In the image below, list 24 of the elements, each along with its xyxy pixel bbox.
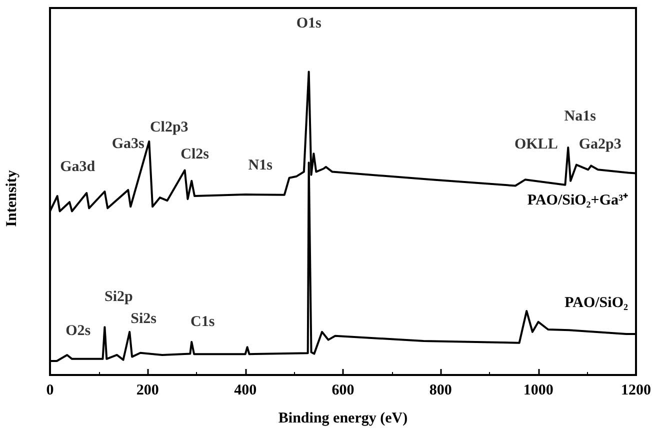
- annotation: C1s: [190, 314, 215, 330]
- series-label: PAO/SiO₂: [564, 295, 628, 312]
- annotation: OKLL: [514, 136, 558, 153]
- series-label: PAO/SiO₂+Ga³⁺: [527, 192, 628, 208]
- annotation: Na1s: [564, 108, 596, 125]
- annotation: Si2s: [130, 310, 157, 327]
- annotation: Cl2s: [180, 146, 210, 162]
- x-tick-label: 400: [234, 382, 257, 398]
- x-tick-label: 0: [46, 382, 54, 398]
- annotation: N1s: [248, 158, 273, 174]
- annotation: O1s: [296, 16, 322, 32]
- x-tick-label: 800: [429, 382, 452, 398]
- annotation: Si2p: [104, 289, 133, 306]
- annotation: Ga2p3: [578, 136, 622, 153]
- x-tick-label: 600: [332, 382, 354, 398]
- annotation: Cl2p3: [150, 119, 188, 136]
- annotation: Ga3s: [112, 136, 145, 152]
- annotation: Ga3d: [60, 159, 96, 176]
- x-tick-label: 200: [136, 382, 159, 398]
- y-axis-title: Intensity: [4, 170, 20, 227]
- x-axis-title: Binding energy (eV): [278, 410, 408, 426]
- x-tick-label: 1200: [621, 382, 651, 398]
- annotation: O2s: [66, 322, 91, 339]
- x-tick-label: 1000: [523, 382, 554, 398]
